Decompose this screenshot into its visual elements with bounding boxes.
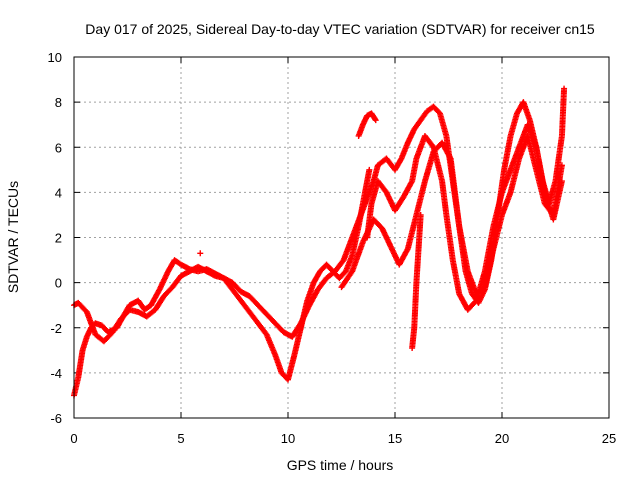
plot-marks (71, 85, 568, 399)
data-point (372, 116, 379, 123)
y-tick-label: 6 (55, 140, 62, 155)
y-tick-label: -2 (50, 321, 62, 336)
data-point (558, 162, 565, 169)
data-point (417, 211, 424, 218)
x-tick-label: 20 (495, 431, 509, 446)
x-tick-label: 0 (70, 431, 77, 446)
y-tick-labels: -6 -4 -2 0 2 4 6 8 10 (48, 50, 62, 426)
x-tick-label: 10 (281, 431, 295, 446)
series-satellite-track-E (409, 211, 424, 352)
x-tick-label: 15 (388, 431, 402, 446)
x-axis-label: GPS time / hours (287, 457, 394, 473)
x-tick-label: 5 (177, 431, 184, 446)
grid (73, 56, 610, 419)
y-tick-label: 10 (48, 50, 62, 65)
y-tick-label: 8 (55, 95, 62, 110)
x-tick-labels: 0 5 10 15 20 25 (70, 431, 616, 446)
data-point (197, 250, 204, 257)
chart-title: Day 017 of 2025, Sidereal Day-to-day VTE… (85, 21, 595, 37)
y-tick-label: -4 (50, 366, 62, 381)
y-tick-label: 4 (55, 185, 62, 200)
data-point (561, 85, 568, 92)
data-point (372, 117, 379, 124)
y-tick-label: 2 (55, 231, 62, 246)
x-tick-label: 25 (602, 431, 616, 446)
series-isolated-point (197, 250, 204, 257)
series-satellite-track-F (355, 110, 379, 139)
series-satellite-track-D (364, 121, 565, 313)
plot-frame (73, 56, 610, 419)
y-axis-label: SDTVAR / TECUs (5, 181, 21, 293)
data-point (558, 178, 565, 185)
y-tick-label: -6 (50, 411, 62, 426)
data-point (366, 166, 373, 173)
y-tick-label: 0 (55, 276, 62, 291)
